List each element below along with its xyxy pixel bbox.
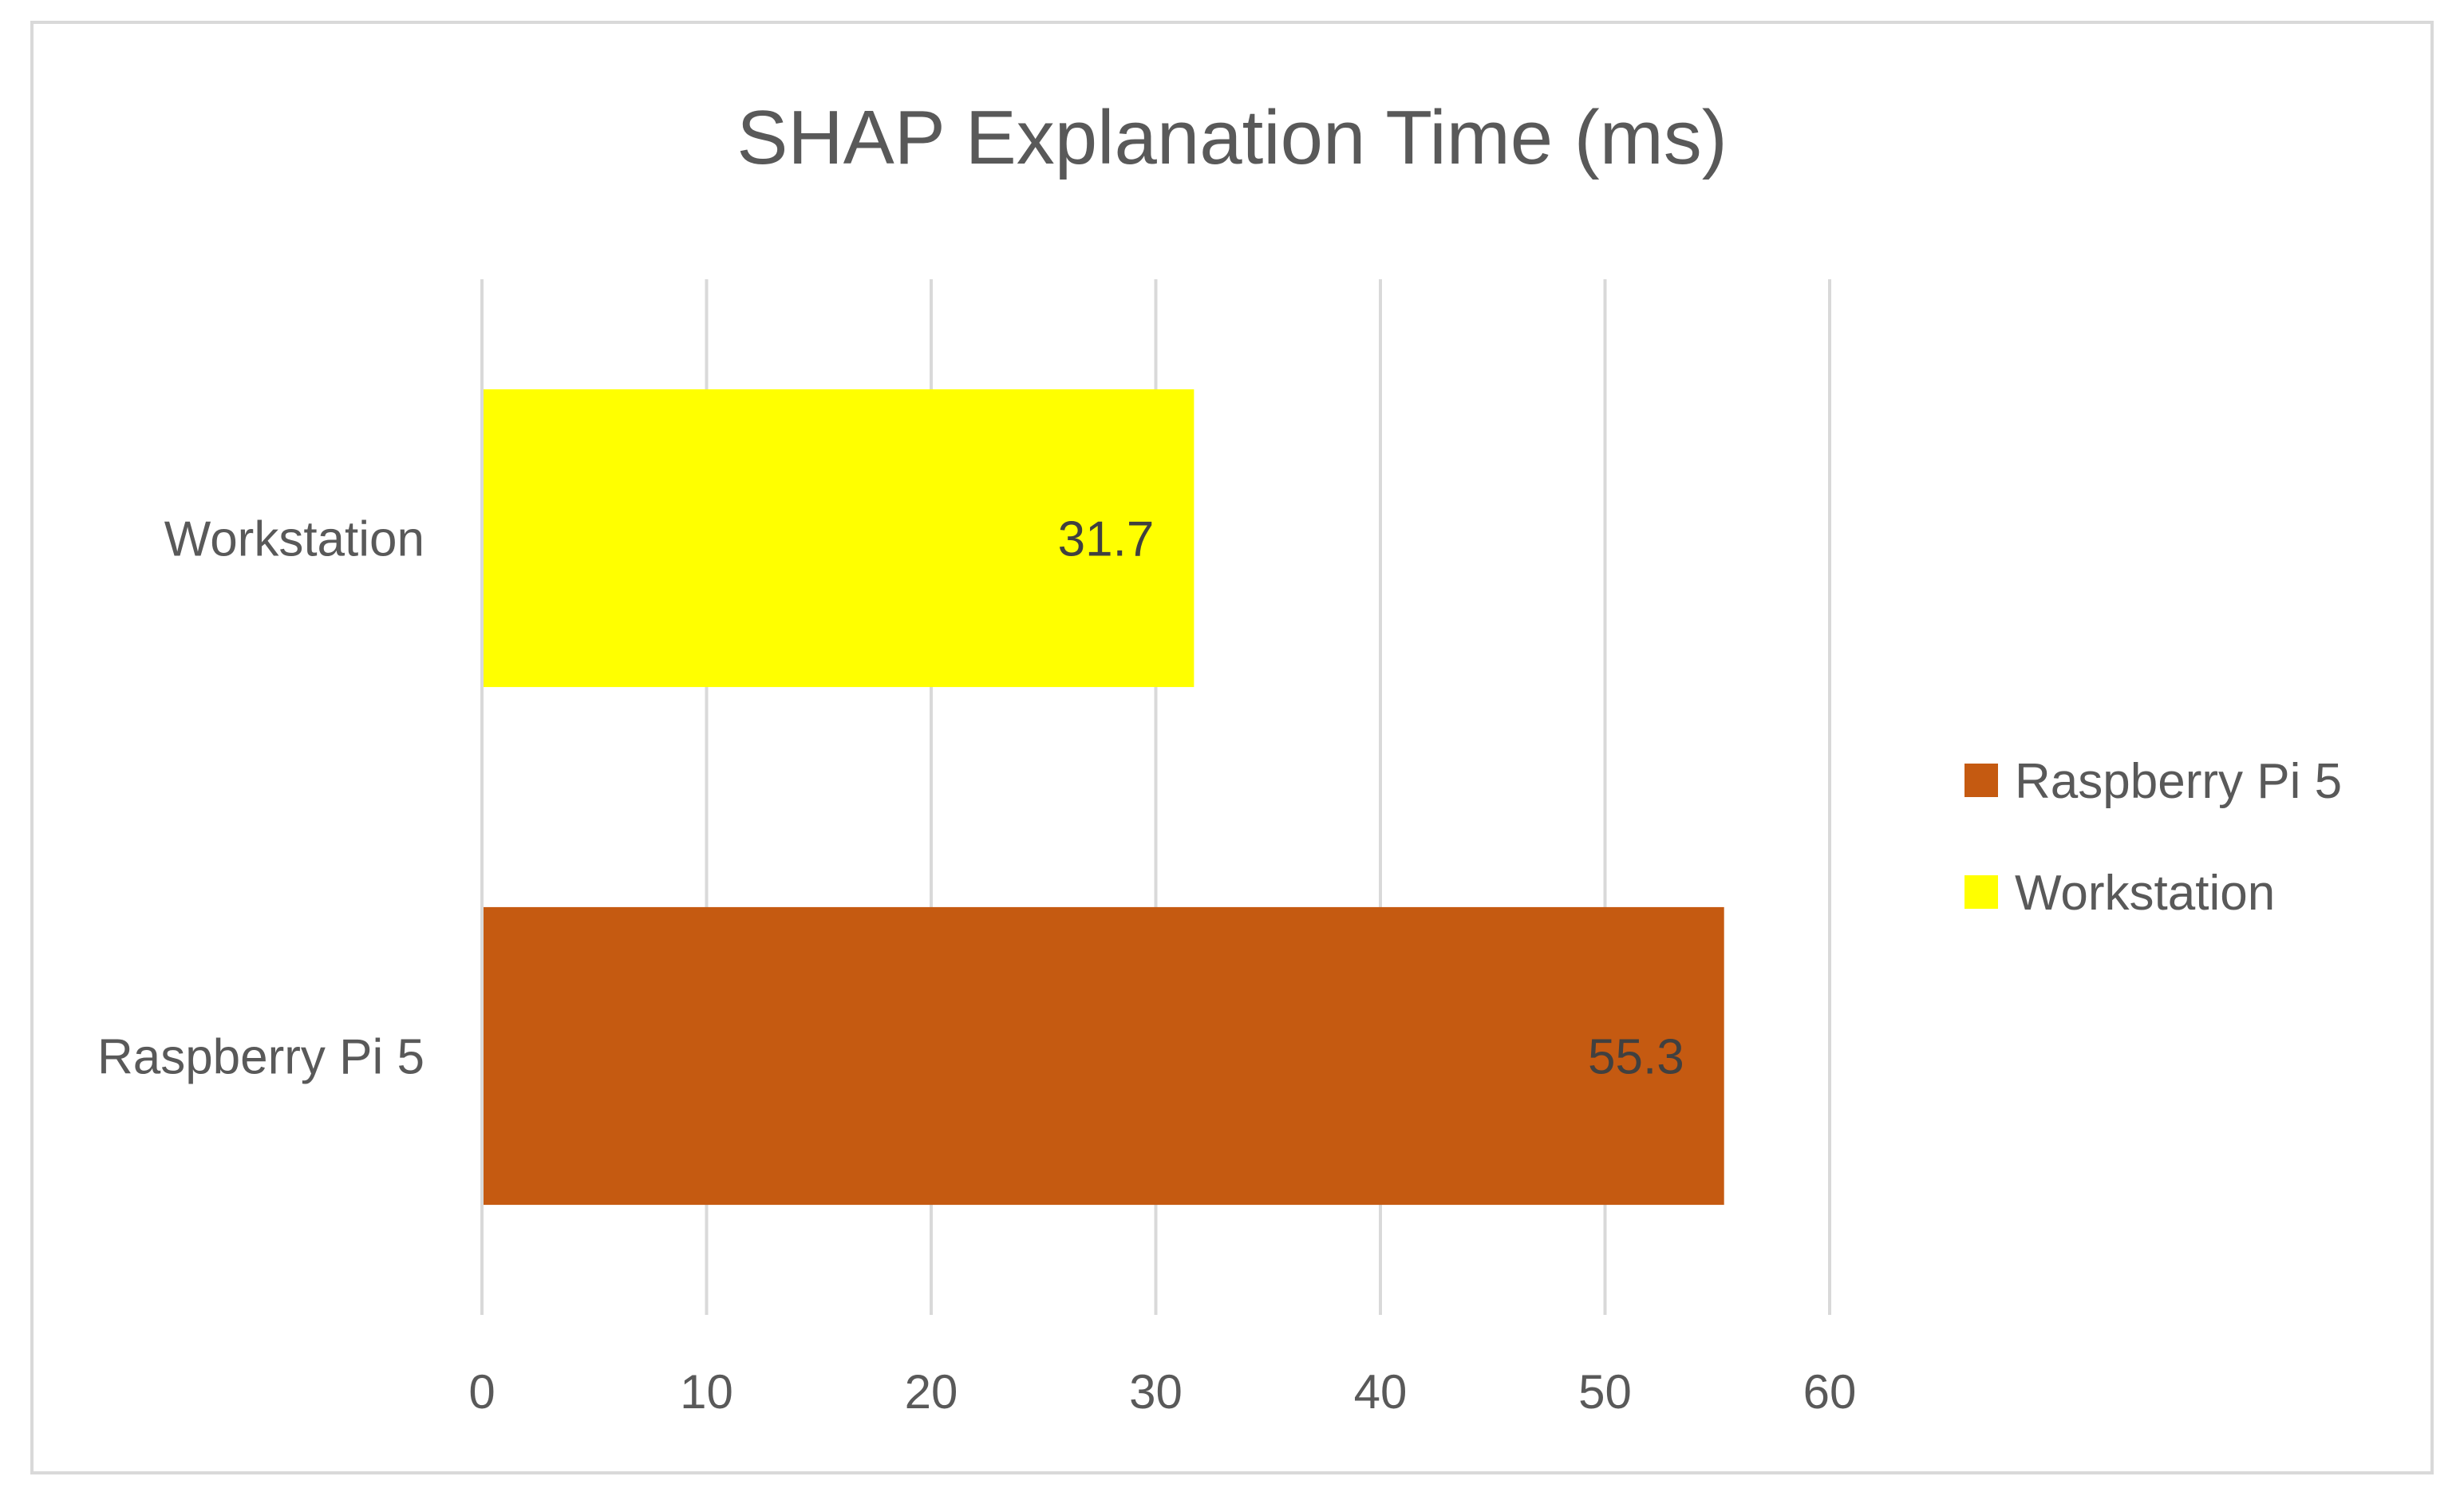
x-tick-label: 20 (905, 1365, 958, 1419)
x-tick-label: 0 (468, 1365, 495, 1419)
bar-raspberry-pi-5 (484, 906, 1724, 1206)
x-tick-label: 30 (1129, 1365, 1183, 1419)
data-label: 31.7 (1058, 512, 1155, 567)
legend-label: Raspberry Pi 5 (2015, 754, 2342, 809)
category-label: Raspberry Pi 5 (97, 1030, 424, 1085)
legend: Raspberry Pi 5 Workstation (1964, 754, 2342, 921)
category-label: Workstation (164, 512, 424, 567)
x-tick-label: 40 (1354, 1365, 1408, 1419)
x-tick-label: 50 (1578, 1365, 1632, 1419)
legend-swatch (1964, 764, 1998, 797)
data-labels: 55.3 31.7 (1058, 512, 1684, 1085)
x-tick-label: 60 (1803, 1365, 1857, 1419)
data-label: 55.3 (1588, 1030, 1684, 1085)
bar-workstation (484, 389, 1194, 688)
category-labels: Raspberry Pi 5 Workstation (97, 512, 424, 1085)
bars (484, 389, 1724, 1206)
chart-title: SHAP Explanation Time (ms) (736, 95, 1727, 180)
legend-swatch (1964, 875, 1998, 909)
x-tick-labels: 0 10 20 30 40 50 60 (468, 1365, 1856, 1419)
x-tick-label: 10 (680, 1365, 733, 1419)
chart-frame (30, 21, 2434, 1474)
legend-label: Workstation (2015, 866, 2275, 921)
